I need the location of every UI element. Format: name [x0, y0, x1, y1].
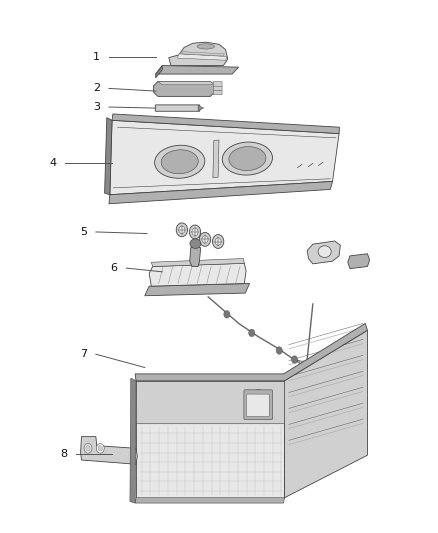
Polygon shape: [105, 118, 112, 195]
Circle shape: [249, 329, 255, 337]
Polygon shape: [155, 66, 162, 78]
Ellipse shape: [245, 390, 272, 416]
Ellipse shape: [250, 394, 267, 412]
Ellipse shape: [161, 150, 198, 174]
FancyBboxPatch shape: [213, 86, 222, 91]
Ellipse shape: [318, 246, 331, 257]
Text: 1: 1: [93, 52, 100, 61]
Circle shape: [199, 232, 211, 246]
Text: 6: 6: [111, 263, 118, 273]
Circle shape: [179, 226, 185, 233]
Circle shape: [276, 347, 283, 354]
Polygon shape: [169, 42, 228, 66]
Circle shape: [96, 443, 104, 453]
Polygon shape: [213, 140, 219, 177]
Polygon shape: [109, 181, 332, 204]
Polygon shape: [135, 324, 367, 381]
Polygon shape: [149, 263, 246, 286]
Circle shape: [176, 223, 187, 237]
Polygon shape: [153, 82, 215, 96]
Circle shape: [189, 225, 201, 239]
Polygon shape: [110, 120, 339, 195]
Circle shape: [192, 228, 198, 236]
Text: 5: 5: [80, 227, 87, 237]
Text: 2: 2: [93, 83, 100, 93]
FancyBboxPatch shape: [213, 82, 222, 86]
Polygon shape: [145, 284, 250, 296]
Circle shape: [98, 446, 102, 451]
Polygon shape: [198, 106, 204, 111]
Polygon shape: [177, 54, 227, 60]
Polygon shape: [190, 245, 201, 266]
Polygon shape: [285, 330, 367, 498]
Circle shape: [224, 311, 230, 318]
Ellipse shape: [155, 146, 205, 178]
Circle shape: [212, 235, 224, 248]
Ellipse shape: [223, 142, 272, 175]
Polygon shape: [182, 52, 224, 56]
Ellipse shape: [229, 147, 266, 171]
Circle shape: [84, 443, 92, 453]
Text: 3: 3: [93, 102, 100, 112]
Polygon shape: [348, 254, 370, 269]
FancyBboxPatch shape: [213, 90, 222, 95]
Text: 7: 7: [80, 349, 87, 359]
Text: 4: 4: [49, 158, 57, 168]
Circle shape: [86, 446, 90, 451]
Polygon shape: [307, 241, 340, 264]
FancyBboxPatch shape: [244, 390, 273, 419]
Polygon shape: [151, 259, 244, 266]
Circle shape: [291, 356, 297, 364]
Polygon shape: [135, 498, 285, 503]
FancyBboxPatch shape: [155, 105, 200, 111]
Ellipse shape: [197, 44, 215, 49]
Ellipse shape: [190, 239, 201, 248]
Circle shape: [215, 238, 221, 245]
Polygon shape: [136, 381, 285, 498]
Polygon shape: [112, 114, 339, 134]
Polygon shape: [81, 437, 138, 464]
FancyBboxPatch shape: [247, 394, 269, 416]
Polygon shape: [130, 378, 136, 503]
Text: 8: 8: [60, 449, 67, 458]
Polygon shape: [158, 82, 215, 85]
Polygon shape: [155, 66, 239, 74]
Circle shape: [202, 236, 208, 243]
Polygon shape: [136, 381, 285, 423]
